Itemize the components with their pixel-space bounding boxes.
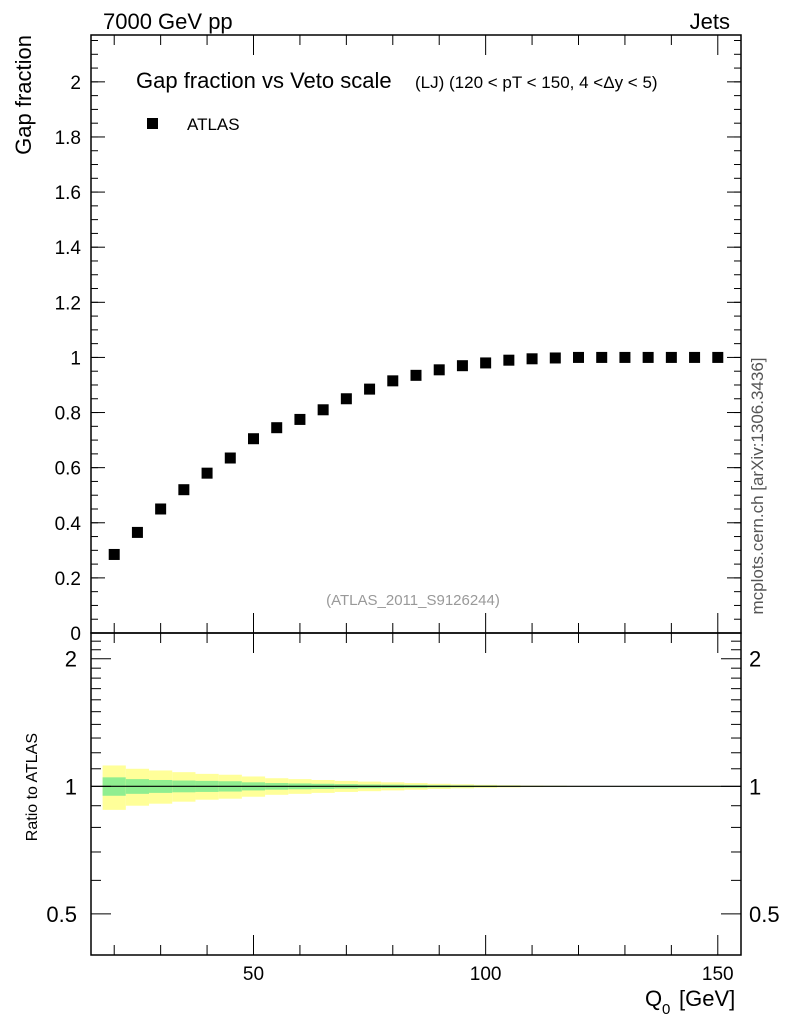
side-citation-label: mcplots.cern.ch [arXiv:1306.3436] — [748, 357, 767, 614]
ratio-y-tick-label: 1 — [65, 774, 77, 799]
data-point — [526, 353, 538, 365]
analysis-watermark: (ATLAS_2011_S9126244) — [326, 592, 500, 609]
main-y-axis-label: Gap fraction — [11, 35, 36, 155]
x-tick-label: 50 — [243, 964, 264, 985]
data-point — [201, 467, 213, 479]
data-point — [480, 357, 492, 369]
data-point — [573, 351, 584, 363]
data-point — [410, 369, 422, 381]
y-tick-label: 2 — [70, 73, 81, 94]
ratio-y-axis-label: Ratio to ATLAS — [24, 733, 41, 841]
main-plot-panel: 0 0.2 0.4 0.6 0.8 1 1.2 1.4 1.6 1.8 2 (ATLAS_2011_… — [11, 34, 742, 645]
data-point — [689, 351, 701, 363]
ratio-y-tick-label: 0.5 — [46, 902, 77, 927]
ratio-y-tick-label-right: 2 — [749, 647, 761, 672]
legend-label-atlas: ATLAS — [187, 115, 240, 134]
x-tick-label: 150 — [702, 964, 734, 985]
data-point — [387, 375, 399, 387]
ratio-y-tick-label: 2 — [65, 647, 77, 672]
data-point — [178, 484, 190, 496]
y-tick-label: 0.8 — [55, 404, 81, 425]
y-tick-label: 1.6 — [55, 183, 81, 204]
header-right-label: Jets — [690, 9, 730, 34]
header-left-label: 7000 GeV pp — [103, 9, 233, 34]
data-point — [503, 354, 515, 366]
data-point — [456, 360, 468, 372]
x-axis-label-unit: [GeV] — [679, 986, 735, 1011]
data-point — [340, 393, 352, 405]
data-point — [108, 548, 120, 560]
y-tick-label: 0 — [70, 624, 81, 645]
data-point — [433, 364, 445, 376]
x-axis-label-subscript: 0 — [662, 1001, 670, 1018]
data-point — [248, 433, 259, 445]
data-point — [596, 351, 608, 363]
y-tick-label: 1.2 — [55, 293, 81, 314]
ratio-plot-panel: 0.5 0.5 1 1 2 2 50 100 150 Ratio to ATLAS Q 0 [… — [24, 632, 780, 1018]
ratio-y-ticks: 0.5 0.5 1 1 2 2 — [46, 640, 780, 927]
data-point — [619, 351, 631, 363]
ratio-x-ticks: 50 100 150 — [113, 633, 734, 985]
data-points — [108, 351, 724, 560]
legend-marker-atlas — [147, 118, 158, 129]
main-plot-x-ticks — [113, 35, 719, 633]
main-plot-y-ticks: 0 0.2 0.4 0.6 0.8 1 1.2 1.4 1.6 1.8 2 — [55, 40, 741, 645]
y-tick-label: 1.4 — [55, 238, 82, 259]
ratio-bands — [102, 765, 730, 810]
y-tick-label: 0.6 — [55, 459, 81, 480]
y-tick-label: 0.4 — [55, 514, 82, 535]
x-tick-label: 100 — [470, 964, 502, 985]
data-point — [131, 526, 143, 538]
data-point — [155, 503, 167, 515]
data-point — [642, 351, 654, 363]
chart-title: Gap fraction vs Veto scale — [136, 68, 392, 93]
y-tick-label: 1.8 — [55, 128, 81, 149]
data-point — [224, 452, 236, 464]
y-tick-label: 1 — [70, 348, 81, 369]
ratio-y-tick-label-right: 1 — [749, 774, 761, 799]
data-point — [364, 383, 376, 395]
data-point — [271, 422, 283, 434]
data-point — [712, 351, 724, 363]
data-point — [317, 404, 329, 416]
data-point — [665, 351, 677, 363]
ratio-y-tick-label-right: 0.5 — [749, 902, 780, 927]
y-tick-label: 0.2 — [55, 569, 81, 590]
data-point — [549, 352, 561, 364]
x-axis-label-q: Q — [645, 986, 662, 1011]
chart-subtitle: (LJ) (120 < pT < 150, 4 <Δy < 5) — [415, 73, 658, 92]
data-point — [294, 413, 306, 425]
ratio-plot-frame — [90, 632, 742, 956]
